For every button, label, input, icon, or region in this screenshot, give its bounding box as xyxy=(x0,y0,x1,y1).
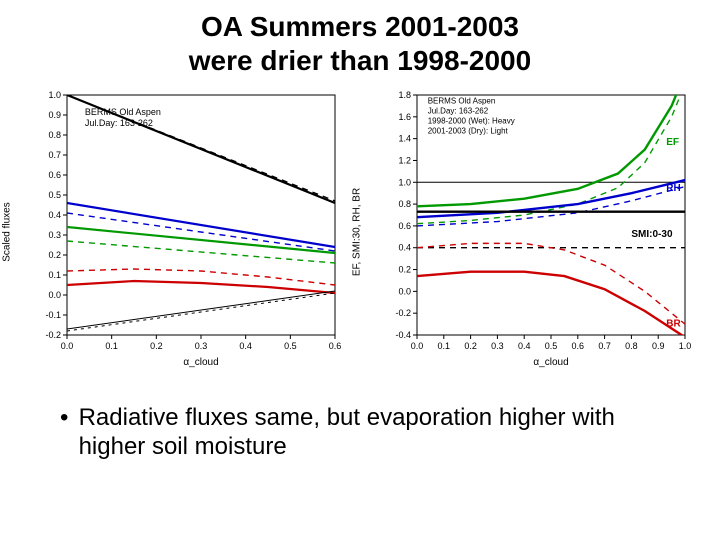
svg-text:α_cloud: α_cloud xyxy=(533,357,568,368)
svg-text:0.1: 0.1 xyxy=(105,341,118,351)
svg-text:0.0: 0.0 xyxy=(61,341,74,351)
svg-text:0.4: 0.4 xyxy=(239,341,252,351)
bullet-mark: • xyxy=(60,404,79,462)
svg-text:α_cloud: α_cloud xyxy=(183,357,218,368)
svg-text:-0.4: -0.4 xyxy=(395,330,411,340)
svg-text:0.8: 0.8 xyxy=(625,341,638,351)
svg-text:0.2: 0.2 xyxy=(464,341,477,351)
slide-title: OA Summers 2001-2003 were drier than 199… xyxy=(0,0,720,77)
svg-text:0.0: 0.0 xyxy=(48,290,61,300)
svg-text:-0.1: -0.1 xyxy=(45,310,61,320)
svg-text:0.9: 0.9 xyxy=(652,341,665,351)
svg-text:1.0: 1.0 xyxy=(398,177,411,187)
svg-text:RH: RH xyxy=(666,183,680,194)
svg-text:1.6: 1.6 xyxy=(398,112,411,122)
svg-text:1.0: 1.0 xyxy=(48,90,61,100)
svg-text:1.8: 1.8 xyxy=(398,90,411,100)
svg-text:0.8: 0.8 xyxy=(398,199,411,209)
charts-row: Scaled fluxes -0.2 -0.1 0.0 0.1 0.2 0.3 0.4 0.5… xyxy=(0,77,720,374)
svg-text:0.2: 0.2 xyxy=(398,265,411,275)
svg-text:BR: BR xyxy=(666,318,681,329)
right-chart-wrap: EF, SMI:30, RH, BR -0.4-0.20.00.20.40.60… xyxy=(375,89,695,374)
svg-text:0.3: 0.3 xyxy=(195,341,208,351)
svg-text:0.6: 0.6 xyxy=(329,341,342,351)
svg-text:0.1: 0.1 xyxy=(438,341,451,351)
svg-text:0.1: 0.1 xyxy=(48,270,61,280)
svg-text:SMI:0-30: SMI:0-30 xyxy=(631,229,673,240)
svg-text:2001-2003 (Dry): Light: 2001-2003 (Dry): Light xyxy=(428,127,509,136)
title-line-2: were drier than 1998-2000 xyxy=(0,44,720,78)
svg-text:0.5: 0.5 xyxy=(48,190,61,200)
svg-text:-0.2: -0.2 xyxy=(45,330,61,340)
svg-text:0.9: 0.9 xyxy=(48,110,61,120)
svg-text:0.2: 0.2 xyxy=(48,250,61,260)
svg-text:0.0: 0.0 xyxy=(411,341,424,351)
svg-text:0.6: 0.6 xyxy=(48,170,61,180)
svg-text:0.6: 0.6 xyxy=(398,221,411,231)
svg-text:BERMS Old Aspen: BERMS Old Aspen xyxy=(428,97,496,106)
left-chart-wrap: Scaled fluxes -0.2-0.10.00.10.20.30.40.5… xyxy=(25,89,345,374)
svg-text:0.4: 0.4 xyxy=(518,341,531,351)
svg-text:1.0: 1.0 xyxy=(679,341,692,351)
svg-text:0.0: 0.0 xyxy=(398,287,411,297)
svg-text:0.7: 0.7 xyxy=(598,341,611,351)
title-line-1: OA Summers 2001-2003 xyxy=(0,10,720,44)
left-chart: -0.2 -0.1 0.0 0.1 0.2 0.3 0.4 0.5 0.6 0.7 0.8 0.9 1.… xyxy=(25,89,345,369)
svg-text:1.2: 1.2 xyxy=(398,156,411,166)
svg-text:BERMS Old Aspen: BERMS Old Aspen xyxy=(85,107,161,117)
svg-text:Jul.Day: 163-262: Jul.Day: 163-262 xyxy=(85,118,153,128)
right-ylabel: EF, SMI:30, RH, BR xyxy=(352,188,363,276)
svg-text:1998-2000 (Wet): Heavy: 1998-2000 (Wet): Heavy xyxy=(428,117,515,126)
svg-text:0.4: 0.4 xyxy=(48,210,61,220)
svg-text:0.4: 0.4 xyxy=(398,243,411,253)
svg-text:0.5: 0.5 xyxy=(284,341,297,351)
svg-text:0.6: 0.6 xyxy=(572,341,585,351)
bullet-block: • Radiative fluxes same, but evaporation… xyxy=(0,374,720,462)
bullet-text: Radiative fluxes same, but evaporation h… xyxy=(79,404,660,462)
svg-text:0.8: 0.8 xyxy=(48,130,61,140)
svg-text:0.3: 0.3 xyxy=(491,341,504,351)
svg-text:-0.2: -0.2 xyxy=(395,308,411,318)
svg-text:0.3: 0.3 xyxy=(48,230,61,240)
left-ylabel: Scaled fluxes xyxy=(2,202,13,261)
svg-text:0.5: 0.5 xyxy=(545,341,558,351)
svg-text:1.4: 1.4 xyxy=(398,134,411,144)
svg-text:Jul.Day: 163-262: Jul.Day: 163-262 xyxy=(428,107,489,116)
svg-text:EF: EF xyxy=(666,137,679,148)
right-chart: -0.4 -0.2 0.0 0.2 0.4 0.6 0.8 1.0 1.2 1.4 1.6 1.8 0.… xyxy=(375,89,695,369)
svg-text:0.2: 0.2 xyxy=(150,341,163,351)
svg-text:0.7: 0.7 xyxy=(48,150,61,160)
